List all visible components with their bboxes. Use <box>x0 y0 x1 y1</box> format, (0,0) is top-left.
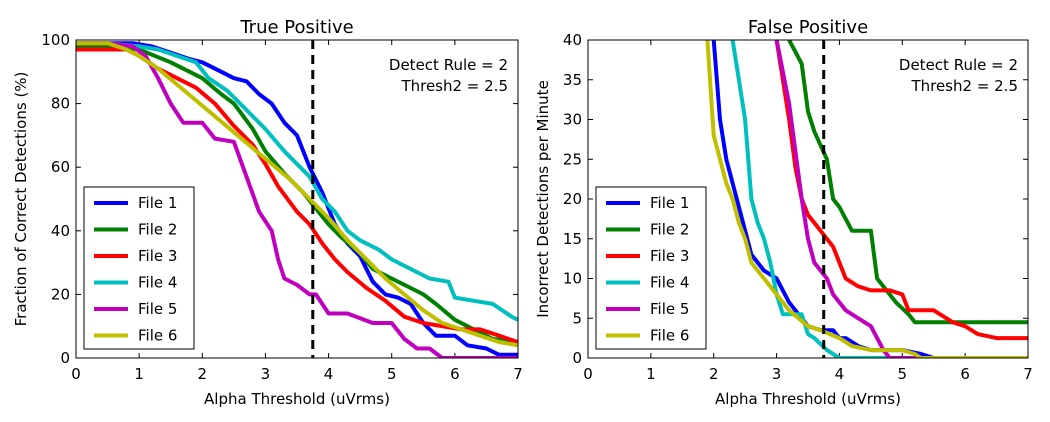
chart1-y-axis-label: Fraction of Correct Detections (%) <box>12 72 30 327</box>
chart1-x-tick-label: 1 <box>134 365 144 383</box>
chart2-legend-label-4: File 4 <box>650 274 689 292</box>
chart1-y-tick-label: 20 <box>51 285 70 303</box>
chart1-x-tick-label: 5 <box>387 365 397 383</box>
chart2-y-axis-label: Incorrect Detections per Minute <box>534 80 552 318</box>
chart1-x-tick-label: 6 <box>450 365 460 383</box>
chart1-x-tick-label: 0 <box>71 365 81 383</box>
chart1-series-6-line <box>76 41 518 348</box>
chart1-y-tick-label: 60 <box>51 158 70 176</box>
chart2-x-tick-label: 0 <box>583 365 593 383</box>
chart2-annotation-line-1: Detect Rule = 2 <box>899 56 1018 74</box>
chart2-x-tick-label: 4 <box>835 365 845 383</box>
chart2-series-2-line <box>787 40 1028 325</box>
chart2-series-4-line <box>730 40 1028 358</box>
chart1-legend <box>83 186 195 350</box>
false-positive-chart: False Positive Alpha Threshold (uVrms) Inc… <box>534 17 1033 408</box>
chart1-y-tick-label: 0 <box>60 349 70 367</box>
chart2-y-tick-label: 20 <box>563 190 582 208</box>
chart1-y-tick-label: 40 <box>51 222 70 240</box>
chart1-legend-label-3: File 3 <box>138 247 177 265</box>
chart2-y-tick-label: 35 <box>563 71 582 89</box>
chart1-x-tick-label: 2 <box>198 365 208 383</box>
chart2-y-tick-label: 5 <box>572 309 582 327</box>
chart2-legend-label-6: File 6 <box>650 327 689 345</box>
chart1-annotation-line-2: Thresh2 = 2.5 <box>400 77 508 95</box>
true-positive-chart: True Positive Alpha Threshold (uVrms) Frac… <box>12 17 523 408</box>
chart2-y-tick-label: 10 <box>563 270 582 288</box>
chart2-legend-label-5: File 5 <box>650 300 689 318</box>
chart2-plot-frame <box>587 39 1029 359</box>
chart2-y-tick-label: 40 <box>563 31 582 49</box>
chart1-legend-label-5: File 5 <box>138 300 177 318</box>
chart2-legend-label-2: File 2 <box>650 221 689 239</box>
chart2-x-tick-label: 5 <box>898 365 908 383</box>
chart2-series-5-line <box>774 40 1028 358</box>
chart2-annotation-line-2: Thresh2 = 2.5 <box>910 77 1018 95</box>
chart1-legend-label-2: File 2 <box>138 221 177 239</box>
chart1-legend-label-1: File 1 <box>138 194 177 212</box>
chart2-legend-label-3: File 3 <box>650 247 689 265</box>
chart1-x-tick-label: 4 <box>324 365 334 383</box>
chart1-series-2-line <box>76 44 518 345</box>
chart2-title: False Positive <box>748 17 868 38</box>
chart1-x-tick-label: 7 <box>513 365 523 383</box>
chart1-y-tick-label: 80 <box>51 95 70 113</box>
chart2-x-tick-label: 7 <box>1023 365 1033 383</box>
chart1-legend-label-4: File 4 <box>138 274 177 292</box>
chart2-legend-label-1: File 1 <box>650 194 689 212</box>
chart2-series-group <box>705 40 1028 358</box>
chart2-y-tick-label: 25 <box>563 150 582 168</box>
chart1-series-4-line <box>76 41 518 322</box>
chart2-y-tick-label: 0 <box>572 349 582 367</box>
chart1-x-tick-label: 3 <box>261 365 271 383</box>
chart1-title: True Positive <box>239 17 353 38</box>
chart1-x-axis-label: Alpha Threshold (uVrms) <box>204 390 390 408</box>
chart2-y-tick-label: 30 <box>563 111 582 129</box>
chart2-x-tick-label: 1 <box>646 365 656 383</box>
chart1-plot-frame <box>75 39 519 359</box>
chart1-y-tick-label: 100 <box>41 31 70 49</box>
chart2-y-tick-label: 15 <box>563 230 582 248</box>
chart2-legend <box>595 186 707 350</box>
chart1-legend-label-6: File 6 <box>138 327 177 345</box>
chart2-x-tick-label: 6 <box>960 365 970 383</box>
chart2-series-6-line <box>705 40 1028 358</box>
chart2-x-axis-label: Alpha Threshold (uVrms) <box>715 390 901 408</box>
chart2-x-tick-label: 2 <box>709 365 719 383</box>
chart1-series-group <box>76 41 518 358</box>
chart2-x-tick-label: 3 <box>772 365 782 383</box>
chart1-annotation-line-1: Detect Rule = 2 <box>389 56 508 74</box>
chart1-series-5-line <box>76 41 518 358</box>
